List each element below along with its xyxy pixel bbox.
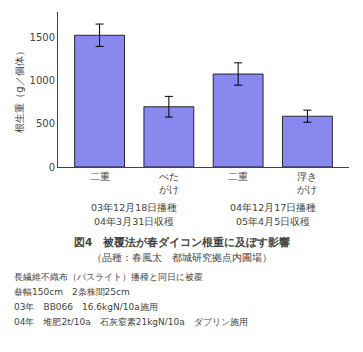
- svg-text:べたがけ: べたがけ: [159, 171, 179, 195]
- svg-text:03年12月18日播種: 03年12月18日播種: [91, 202, 177, 213]
- svg-text:浮きがけ: 浮きがけ: [297, 171, 317, 195]
- svg-text:1000: 1000: [30, 75, 55, 86]
- svg-text:二重: 二重: [228, 171, 248, 182]
- svg-text:05年4月5日収穫: 05年4月5日収穫: [236, 216, 310, 227]
- svg-text:04年12月17日播種: 04年12月17日播種: [230, 202, 316, 213]
- svg-text:500: 500: [36, 118, 55, 129]
- svg-text:03年 BB066 16.6kgN/10a施用: 03年 BB066 16.6kgN/10a施用: [14, 302, 158, 312]
- svg-text:04年 堆肥2t/10a 石灰窒素21kgN/10a ダブリ: 04年 堆肥2t/10a 石灰窒素21kgN/10a ダブリン施用: [14, 317, 248, 327]
- svg-text:二重: 二重: [90, 171, 110, 182]
- svg-text:04年3月31日収穫: 04年3月31日収穫: [94, 216, 174, 227]
- svg-text:根生重（g／個体）: 根生重（g／個体）: [14, 46, 25, 132]
- svg-text:畚幅150cm 2条株間25cm: 畚幅150cm 2条株間25cm: [14, 287, 130, 297]
- svg-text:図4 被覆法が春ダイコン根重に及ぼす影響: 図4 被覆法が春ダイコン根重に及ぼす影響: [74, 236, 290, 249]
- svg-text:長繊維不織布（パスライト）播種と同日に被覆: 長繊維不織布（パスライト）播種と同日に被覆: [14, 272, 203, 282]
- svg-text:0: 0: [49, 162, 55, 173]
- svg-text:（品種：春風太 都城研究拠点内圃場）: （品種：春風太 都城研究拠点内圃場）: [92, 252, 272, 263]
- svg-text:1500: 1500: [30, 32, 55, 43]
